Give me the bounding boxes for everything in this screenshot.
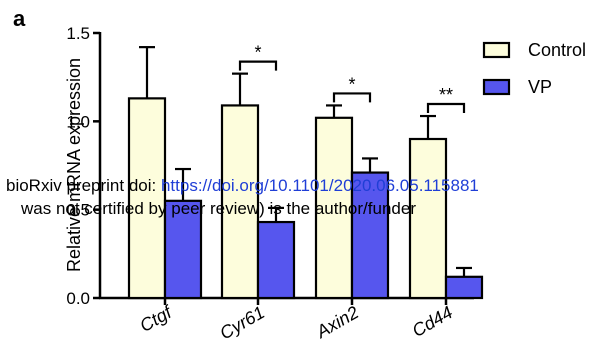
bar-vp-ctgf: [163, 199, 203, 300]
significance-bracket: [332, 92, 372, 103]
bar-vp-axin2: [350, 171, 390, 300]
significance-bracket: [238, 60, 278, 71]
x-tick-label: Ctgf: [136, 301, 176, 336]
x-tick-label: Cd44: [409, 302, 456, 341]
y-axis-label: Relative mRNA expression: [64, 58, 84, 272]
bar-control-ctgf: [127, 97, 167, 300]
legend-label-control: Control: [528, 40, 586, 60]
legend-swatch-vp: [482, 78, 511, 96]
legend-swatch-control: [482, 41, 511, 59]
watermark-line-2: was not certified by peer review) is the…: [21, 199, 416, 218]
significance-label: **: [439, 85, 453, 105]
bar-vp-cyr61: [256, 220, 296, 300]
bar-vp-cd44: [444, 275, 484, 300]
legend-label-vp: VP: [528, 77, 552, 97]
watermark-doi-link[interactable]: https://doi.org/10.1101/2020.06.05.11588…: [160, 176, 479, 195]
y-tick-label: 0.5: [66, 201, 90, 220]
bar-control-cyr61: [220, 104, 260, 300]
significance-bracket: [426, 102, 466, 114]
watermark-line-1: bioRxiv preprint doi: https://doi.org/10…: [6, 176, 479, 196]
significance-label: *: [254, 43, 261, 63]
y-tick-label: 1.5: [66, 24, 90, 43]
x-tick-label: Axin2: [312, 302, 362, 342]
panel-label: a: [13, 6, 26, 31]
y-tick-label: 1.0: [66, 112, 90, 131]
significance-label: *: [348, 74, 355, 94]
bar-control-cd44: [408, 137, 448, 300]
watermark-prefix: bioRxiv preprint doi:: [6, 176, 161, 195]
y-tick-label: 0.0: [66, 289, 90, 308]
x-tick-label: Cyr61: [216, 302, 268, 343]
